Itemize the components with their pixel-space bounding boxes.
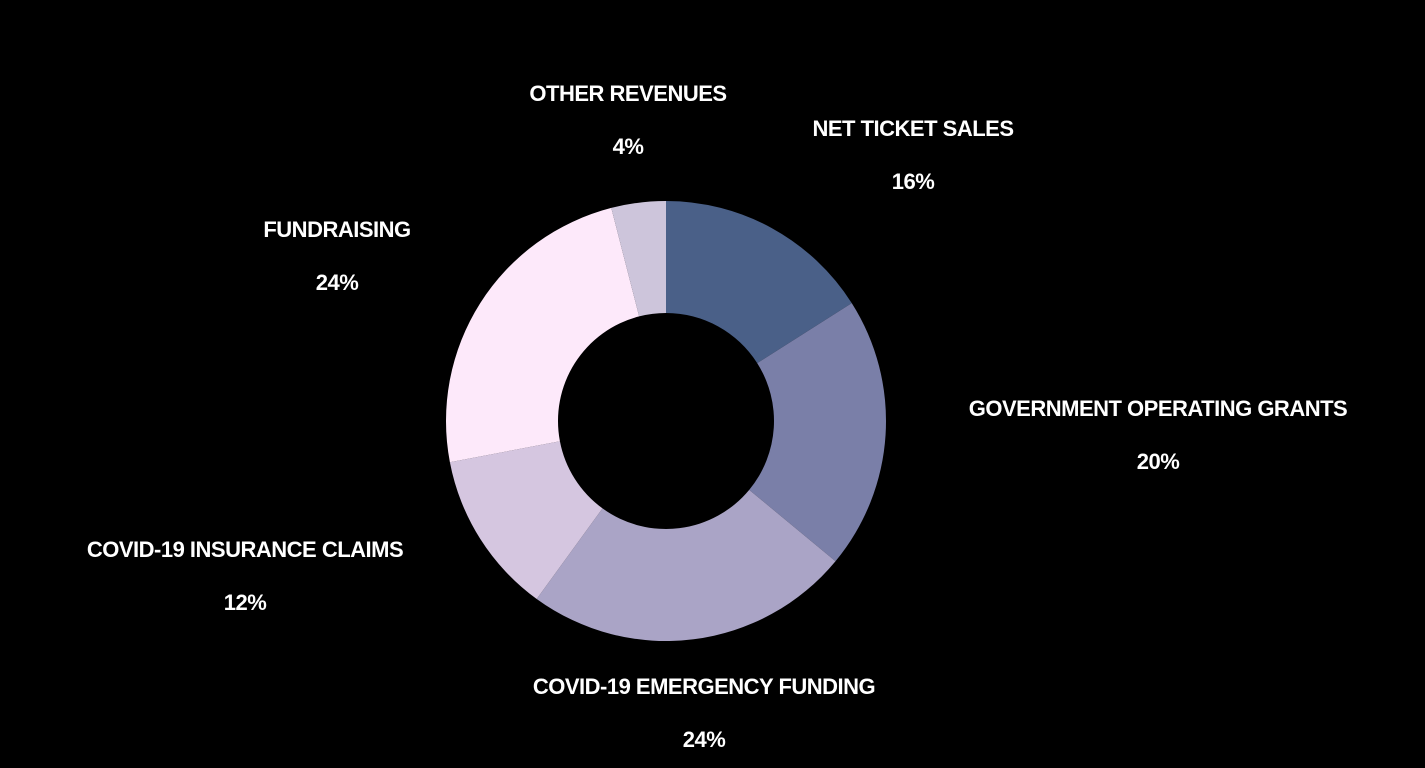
donut-slice <box>536 489 836 641</box>
slice-label: FUNDRAISING <box>263 217 410 242</box>
slice-label: COVID-19 EMERGENCY FUNDING <box>533 674 875 699</box>
slice-label: OTHER REVENUES <box>529 81 726 106</box>
donut-slice <box>449 441 603 599</box>
slice-label: NET TICKET SALES <box>812 116 1013 141</box>
donut-slice <box>666 201 852 364</box>
slice-value-label: 24% <box>316 270 359 295</box>
donut-slice <box>611 201 666 317</box>
slice-value-label: 4% <box>613 134 644 159</box>
slice-label: GOVERNMENT OPERATING GRANTS <box>969 396 1347 421</box>
donut-slice <box>445 207 640 463</box>
donut-slice <box>749 303 886 562</box>
slice-value-label: 20% <box>1137 449 1180 474</box>
slice-value-label: 24% <box>683 727 726 752</box>
slice-label: COVID-19 INSURANCE CLAIMS <box>87 537 403 562</box>
slice-value-label: 16% <box>892 169 935 194</box>
slice-value-label: 12% <box>224 590 267 615</box>
